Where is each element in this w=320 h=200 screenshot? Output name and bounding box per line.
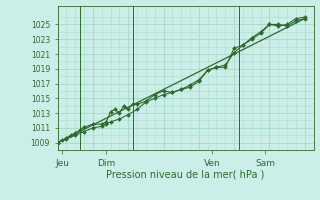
X-axis label: Pression niveau de la mer( hPa ): Pression niveau de la mer( hPa ) <box>107 169 265 179</box>
